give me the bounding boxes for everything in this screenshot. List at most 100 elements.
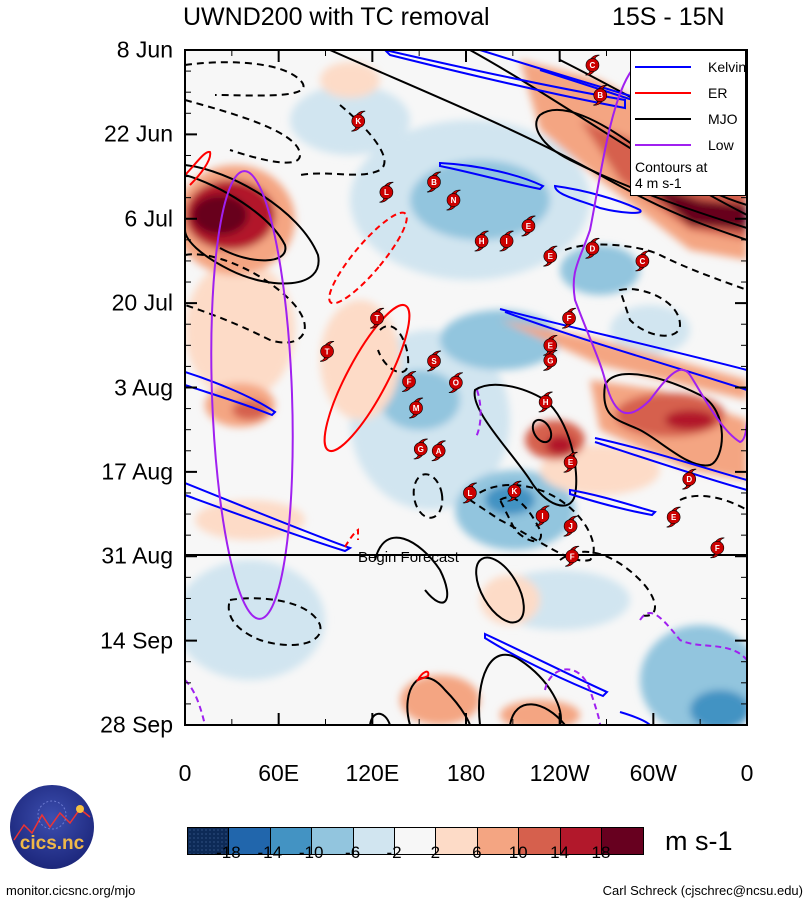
tc-marker: J (563, 515, 578, 537)
y-tick-label: 28 Sep (100, 711, 173, 738)
legend-note: Contours at 4 m s-1 (635, 159, 707, 191)
tc-letter: K (355, 117, 361, 126)
x-tick-label: 0 (740, 760, 754, 786)
tc-symbol (474, 234, 489, 248)
tc-marker: O (448, 372, 463, 394)
colorbar-label: 14 (550, 843, 570, 862)
tc-marker: E (666, 506, 681, 528)
tc-marker: K (351, 110, 366, 132)
tc-letter: F (570, 552, 575, 561)
tc-letter: C (590, 61, 596, 70)
tc-letter: I (541, 512, 543, 521)
colorbar-swatch (477, 828, 520, 854)
colorbar-label: -2 (386, 843, 402, 862)
tc-marker: B (593, 84, 608, 106)
tc-marker: F (565, 545, 580, 567)
tc-letter: E (671, 513, 677, 522)
tc-letter: E (548, 341, 554, 350)
tc-letter: L (467, 489, 472, 498)
chart-title: UWND200 with TC removal (183, 3, 490, 31)
colorbar-swatch (519, 828, 561, 854)
legend-label: MJO (708, 111, 738, 127)
legend-label: ER (708, 85, 728, 101)
legend: Kelvin ER MJO Low Contours at 4 m s-1 (630, 50, 746, 196)
site-url: monitor.cicsnc.org/mjo (6, 883, 136, 898)
y-tick-label: 3 Aug (114, 374, 173, 400)
tc-marker: I (499, 230, 514, 252)
tc-marker: B (426, 171, 442, 193)
tc-symbol (563, 455, 578, 470)
colorbar-swatch (394, 828, 437, 854)
tc-symbol (507, 484, 522, 498)
legend-item-kelvin: Kelvin (635, 59, 746, 75)
colorbar-swatch (436, 828, 478, 854)
tc-letter: E (548, 252, 554, 261)
tc-marker: E (521, 215, 536, 237)
cicsnc-logo: cics.nc (10, 785, 94, 869)
tc-symbol (538, 395, 553, 409)
tc-symbol (463, 486, 477, 500)
forecast-label: Begin Forecast (358, 549, 460, 566)
tc-symbol (635, 254, 650, 268)
legend-swatch (635, 118, 691, 120)
tc-letter: O (453, 379, 459, 388)
colorbar-label: 2 (430, 843, 441, 862)
tc-marker: F (561, 307, 577, 329)
tc-marker: G (413, 438, 428, 460)
tc-letter: N (451, 196, 457, 205)
tc-letter: T (325, 347, 330, 356)
colorbar-label: -18 (216, 843, 241, 862)
tc-symbol (543, 338, 558, 353)
logo-text: cics.nc (19, 833, 85, 854)
tc-marker: D (682, 468, 697, 490)
tc-symbol (446, 193, 461, 207)
tc-marker: H (474, 230, 489, 252)
tc-symbol (585, 241, 600, 256)
tc-symbol (543, 249, 558, 263)
tc-letter: H (479, 237, 485, 246)
tc-marker: T (319, 340, 335, 362)
colorbar-swatch (270, 828, 313, 854)
colorbar-units: m s-1 (665, 826, 733, 856)
tc-marker: E (543, 334, 558, 356)
tc-letter: M (413, 404, 420, 413)
tc-symbol (565, 549, 579, 564)
tc-symbol (666, 510, 681, 524)
tc-letter: I (505, 237, 507, 246)
tc-symbol (682, 472, 697, 486)
tc-marker: F (710, 537, 725, 559)
y-tick-label: 31 Aug (101, 542, 173, 569)
legend-item-er: ER (635, 85, 727, 101)
y-tick-label: 14 Sep (100, 627, 173, 654)
tc-symbol (535, 509, 550, 523)
tc-marker: F (401, 371, 417, 392)
tc-letter: C (640, 257, 646, 266)
tc-letter: H (543, 398, 549, 407)
tc-marker: N (446, 189, 461, 211)
colorbar-swatch (229, 828, 271, 854)
chart-region: 15S - 15N (612, 3, 725, 31)
plot-frame (184, 49, 748, 726)
tc-letter: F (715, 544, 720, 553)
tc-marker: L (462, 482, 478, 504)
tc-symbol (543, 353, 558, 368)
tc-letter: A (436, 447, 442, 456)
x-tick-label: 180 (446, 760, 486, 786)
tc-marker: H (538, 391, 553, 413)
tc-marker: M (408, 397, 424, 419)
er-contours (185, 150, 430, 682)
tc-letter: B (431, 178, 437, 187)
legend-label: Low (708, 137, 734, 153)
tc-symbol (379, 185, 394, 200)
contours (185, 50, 747, 725)
mountain-icon (13, 800, 91, 841)
tc-marker: D (585, 237, 600, 259)
x-tick-label: 0 (178, 760, 192, 786)
x-tick-label: 120W (529, 760, 590, 786)
tc-marker: S (426, 350, 442, 372)
colorbar-swatch (312, 828, 354, 854)
tc-marker: K (507, 480, 522, 502)
colorbar-label: 10 (508, 843, 528, 862)
legend-swatch (635, 144, 691, 146)
tc-marker: G (543, 350, 558, 371)
